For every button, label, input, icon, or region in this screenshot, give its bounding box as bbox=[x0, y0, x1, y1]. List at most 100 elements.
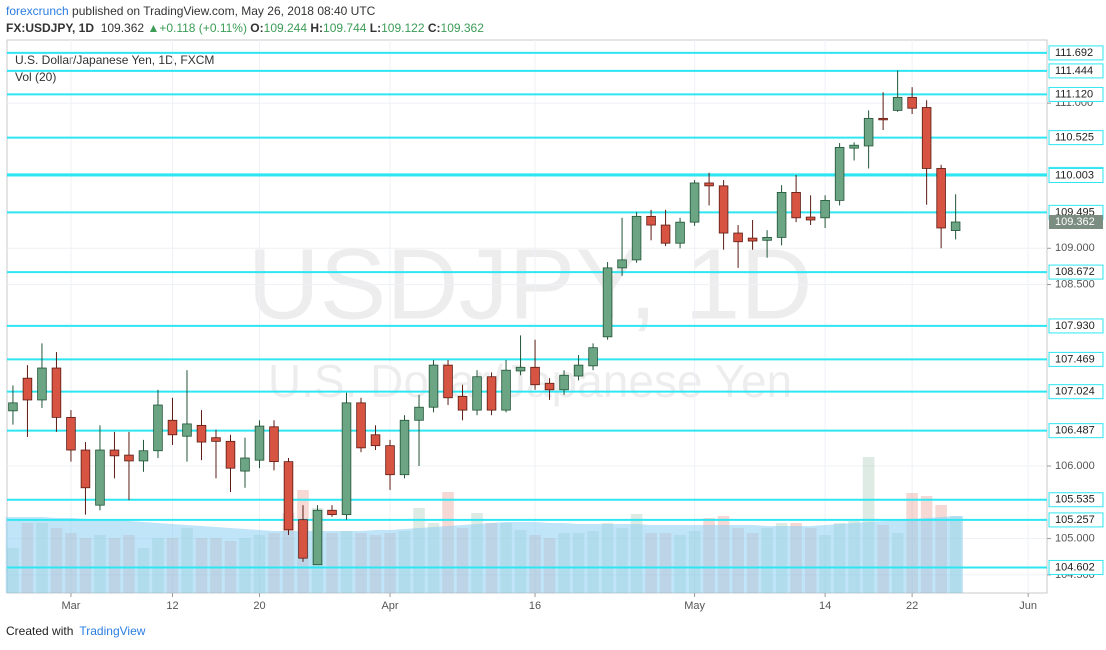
x-tick-label: Jun bbox=[1019, 600, 1037, 612]
level-label: 104.602 bbox=[1055, 561, 1095, 573]
candle-body bbox=[501, 369, 511, 411]
candle-body bbox=[646, 215, 656, 226]
high-label: H: bbox=[310, 21, 324, 35]
level-label: 110.003 bbox=[1055, 169, 1094, 181]
candle-body bbox=[153, 404, 163, 452]
candle-body bbox=[8, 402, 18, 412]
level-tag bbox=[1048, 130, 1104, 146]
candle-body bbox=[283, 461, 294, 531]
candle-body bbox=[211, 437, 221, 442]
low-value: 109.122 bbox=[381, 21, 425, 35]
level-tag bbox=[1048, 63, 1104, 79]
candle-body bbox=[312, 509, 323, 566]
level-tag bbox=[1048, 492, 1104, 508]
candle-body bbox=[269, 426, 279, 463]
y-tick-label: 105.000 bbox=[1055, 532, 1095, 544]
level-tag bbox=[1048, 423, 1104, 439]
level-tag bbox=[1048, 86, 1104, 102]
candles bbox=[8, 70, 961, 566]
candle-body bbox=[791, 192, 801, 219]
candle-body bbox=[631, 215, 642, 261]
candle-body bbox=[341, 402, 352, 516]
open-value: 109.244 bbox=[263, 21, 308, 35]
level-label: 111.692 bbox=[1055, 47, 1093, 59]
candle-body bbox=[820, 199, 830, 219]
header: forexcrunch published on TradingView.com… bbox=[6, 3, 484, 37]
published: published on TradingView.com, May 26, 20… bbox=[72, 4, 376, 18]
candle-body bbox=[573, 364, 584, 377]
candle-body bbox=[385, 445, 395, 476]
header-line-1: forexcrunch published on TradingView.com… bbox=[6, 3, 484, 20]
candle-body bbox=[602, 267, 613, 338]
candle-body bbox=[66, 416, 76, 451]
candle-body bbox=[878, 117, 888, 121]
candle-body bbox=[414, 406, 424, 421]
candle-body bbox=[95, 449, 105, 506]
level-tag bbox=[1048, 384, 1104, 400]
candle-body bbox=[921, 107, 932, 169]
header-line-2: FX:USDJPY, 1D 109.362 ▲+0.118 (+0.11%) O… bbox=[6, 20, 484, 37]
level-label: 105.535 bbox=[1055, 494, 1095, 506]
candle-body bbox=[530, 366, 540, 386]
last-price-tag bbox=[1049, 215, 1103, 230]
candle-body bbox=[907, 96, 917, 109]
candle-body bbox=[124, 454, 134, 462]
level-tag bbox=[1048, 45, 1104, 61]
candle-body bbox=[762, 236, 772, 241]
level-label: 105.257 bbox=[1055, 514, 1095, 526]
candle-body bbox=[776, 192, 787, 238]
candle-body bbox=[196, 424, 207, 443]
candle-body bbox=[689, 182, 700, 223]
change: +0.118 (+0.11%) bbox=[159, 21, 247, 35]
candle-body bbox=[675, 221, 685, 244]
x-tick-label: 16 bbox=[529, 600, 541, 612]
candle-body bbox=[805, 216, 816, 221]
x-tick-label: 22 bbox=[906, 600, 918, 612]
brand[interactable]: TradingView bbox=[79, 624, 146, 638]
x-tick-label: Apr bbox=[381, 600, 398, 612]
level-tag bbox=[1048, 559, 1104, 575]
candle-body bbox=[950, 221, 961, 231]
x-tick-label: 12 bbox=[166, 600, 178, 612]
level-label: 111.120 bbox=[1055, 88, 1093, 100]
candle-body bbox=[863, 117, 874, 147]
candle-body bbox=[356, 402, 366, 449]
x-tick-label: 14 bbox=[819, 600, 831, 612]
candle-body bbox=[240, 457, 250, 472]
candle-body bbox=[443, 364, 453, 399]
level-label: 107.469 bbox=[1055, 353, 1095, 365]
volume-label: Vol (20) bbox=[15, 70, 56, 84]
level-label: 108.672 bbox=[1055, 266, 1095, 278]
candle-body bbox=[936, 168, 946, 229]
level-label: 111.444 bbox=[1055, 65, 1093, 77]
level-tag bbox=[1048, 318, 1104, 334]
watermark-sub: U.S. Dollar/Japanese Yen bbox=[268, 355, 792, 407]
level-label: 107.930 bbox=[1055, 320, 1095, 332]
candle-body bbox=[167, 419, 178, 436]
candle-body bbox=[370, 434, 381, 447]
candle-body bbox=[182, 423, 192, 437]
candle-body bbox=[559, 374, 569, 391]
level-label: 106.487 bbox=[1055, 425, 1095, 437]
candle-body bbox=[80, 449, 91, 489]
close-value: 109.362 bbox=[440, 21, 484, 35]
candle-body bbox=[37, 367, 47, 401]
y-tick-label: 108.500 bbox=[1055, 278, 1095, 290]
candle-body bbox=[515, 366, 526, 372]
x-tick-label: May bbox=[684, 600, 705, 612]
candle-body bbox=[472, 376, 482, 411]
level-tag bbox=[1048, 264, 1104, 280]
volume-layer bbox=[5, 457, 963, 593]
level-tag bbox=[1048, 351, 1104, 367]
candle-body bbox=[660, 224, 671, 244]
y-tick-label: 109.000 bbox=[1055, 242, 1095, 254]
high-value: 109.744 bbox=[323, 21, 367, 35]
series-title: U.S. Dollar/Japanese Yen, 1D, FXCM bbox=[15, 53, 214, 67]
last-price: 109.362 bbox=[100, 21, 145, 35]
candle-body bbox=[51, 367, 62, 418]
author[interactable]: forexcrunch bbox=[6, 4, 69, 18]
created-with: Created with bbox=[6, 624, 74, 638]
low-label: L: bbox=[369, 21, 382, 35]
candle-body bbox=[225, 440, 236, 469]
open-label: O: bbox=[250, 21, 264, 35]
